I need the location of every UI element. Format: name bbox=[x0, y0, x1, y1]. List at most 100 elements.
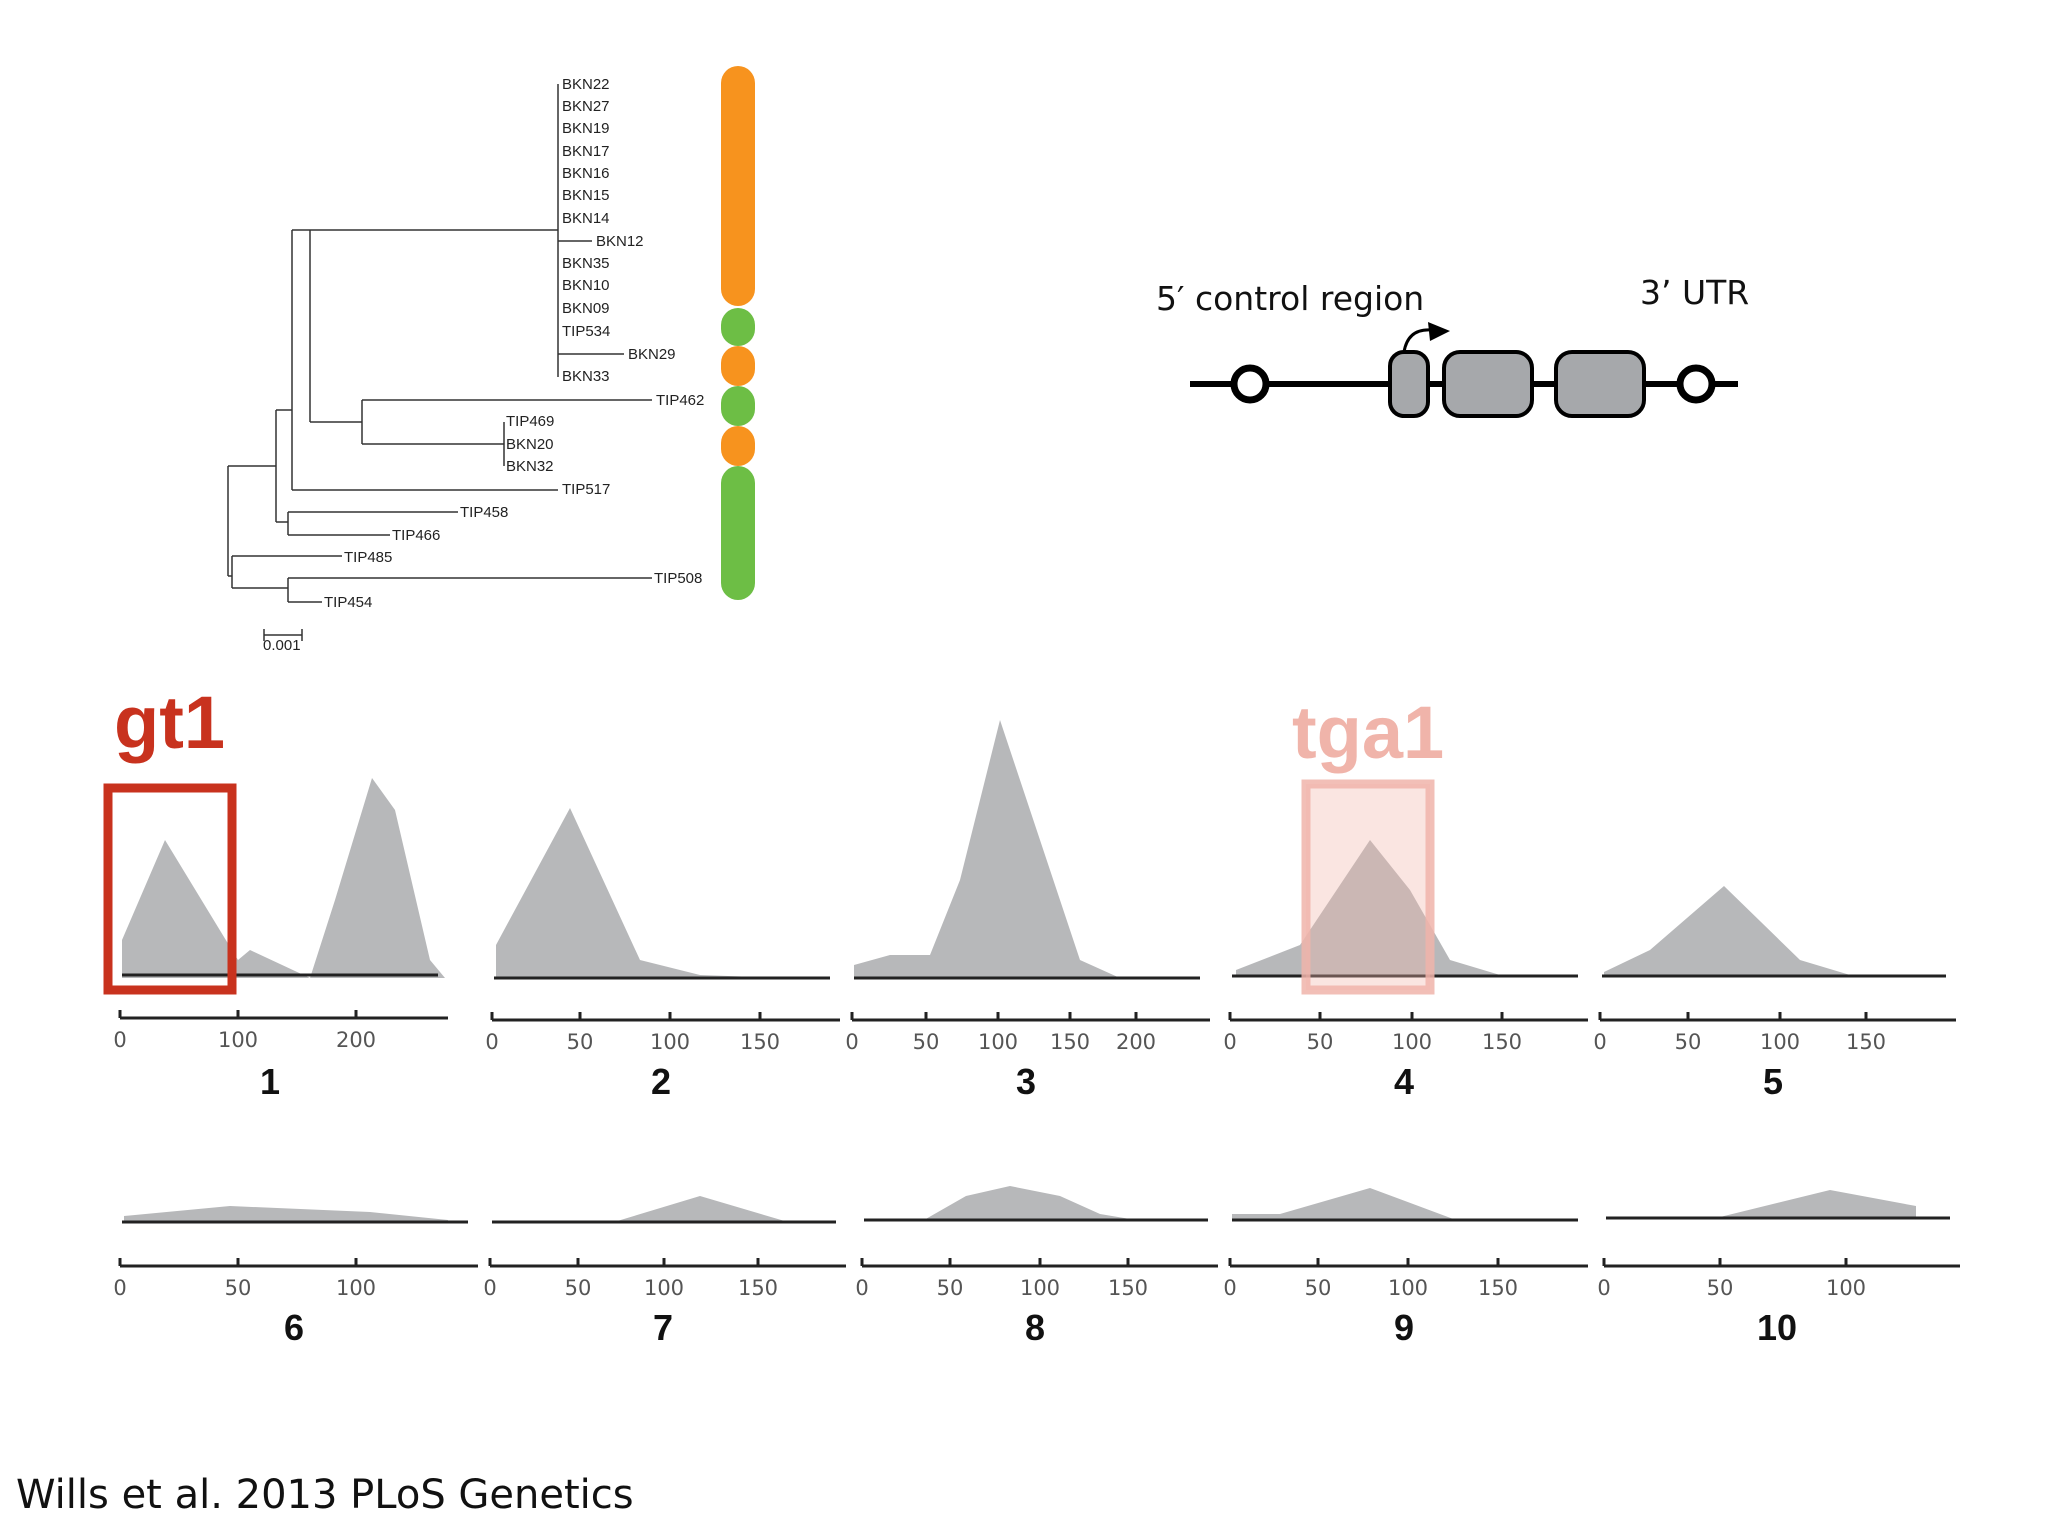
x-axis-tick-label: 100 bbox=[650, 1030, 690, 1054]
density-panel-8: 0 50 100 150 8 bbox=[855, 1186, 1218, 1348]
x-axis-tick-label: 0 bbox=[1223, 1030, 1236, 1054]
density-curve bbox=[854, 720, 1146, 978]
tree-branches bbox=[227, 84, 652, 641]
x-axis-tick-label: 50 bbox=[937, 1276, 964, 1300]
panel-number-7: 7 bbox=[653, 1307, 673, 1348]
tree-tip-label-bkn32: BKN32 bbox=[506, 458, 554, 475]
x-axis-tick-label: 100 bbox=[218, 1028, 258, 1052]
tree-tip-label-bkn12: BKN12 bbox=[596, 233, 644, 250]
x-axis-tick-label: 50 bbox=[225, 1276, 252, 1300]
density-curve bbox=[122, 778, 445, 978]
tree-tip-label-tip462: TIP462 bbox=[656, 392, 704, 409]
x-axis-tick-label: 150 bbox=[1108, 1276, 1148, 1300]
three-prime-utr-label: 3’ UTR bbox=[1640, 273, 1749, 312]
tree-tip-label-bkn27: BKN27 bbox=[562, 98, 610, 115]
x-axis-tick-label: 150 bbox=[1482, 1030, 1522, 1054]
density-panel-9: 0 50 100 150 9 bbox=[1223, 1188, 1588, 1348]
x-axis-tick-label: 50 bbox=[567, 1030, 594, 1054]
panel-number-9: 9 bbox=[1394, 1307, 1414, 1348]
density-panel-5: 0 50 100 150 5 bbox=[1593, 886, 1956, 1102]
citation: Wills et al. 2013 PLoS Genetics bbox=[16, 1472, 634, 1518]
panel-number-2: 2 bbox=[651, 1061, 671, 1102]
density-curve bbox=[1604, 886, 1895, 976]
phylogenetic-tree: BKN22 BKN27 BKN19 BKN17 BKN16 BKN15 BKN14 BKN12… bbox=[227, 66, 755, 654]
exon-box-1 bbox=[1442, 350, 1534, 418]
x-axis-tick-label: 100 bbox=[1392, 1030, 1432, 1054]
tree-tip-label-tip517: TIP517 bbox=[562, 481, 610, 498]
x-axis-tick-label: 0 bbox=[1223, 1276, 1236, 1300]
gt1-highlight-box bbox=[103, 783, 237, 995]
panel-number-6: 6 bbox=[284, 1307, 304, 1348]
tree-tip-label-bkn14: BKN14 bbox=[562, 210, 610, 227]
density-panel-4: 0 50 100 150 4 bbox=[1223, 840, 1588, 1102]
x-axis-tick-label: 100 bbox=[1388, 1276, 1428, 1300]
x-axis-tick-label: 50 bbox=[1707, 1276, 1734, 1300]
scale-bar-label: 0.001 bbox=[263, 637, 301, 654]
density-curve bbox=[1232, 1188, 1456, 1220]
panel-number-4: 4 bbox=[1394, 1061, 1414, 1102]
x-axis-tick-label: 0 bbox=[113, 1276, 126, 1300]
x-axis-tick-label: 0 bbox=[855, 1276, 868, 1300]
panel-number-5: 5 bbox=[1763, 1061, 1783, 1102]
x-axis-tick-label: 50 bbox=[1675, 1030, 1702, 1054]
tree-tip-label-bkn15: BKN15 bbox=[562, 187, 610, 204]
panel-number-8: 8 bbox=[1025, 1307, 1045, 1348]
x-axis-tick-label: 150 bbox=[1050, 1030, 1090, 1054]
x-axis-tick-label: 50 bbox=[1305, 1276, 1332, 1300]
arrow-head-icon bbox=[1428, 322, 1450, 341]
color-bar-segment-orange bbox=[721, 426, 755, 466]
color-bar-segment-orange bbox=[721, 66, 755, 306]
x-axis-tick-label: 0 bbox=[1593, 1030, 1606, 1054]
tree-tip-labels: BKN22 BKN27 BKN19 BKN17 BKN16 BKN15 BKN14 BKN12… bbox=[324, 76, 704, 611]
density-curve bbox=[124, 1206, 448, 1222]
x-axis-tick-label: 200 bbox=[336, 1028, 376, 1052]
tree-tip-label-bkn22: BKN22 bbox=[562, 76, 610, 93]
density-curve bbox=[614, 1196, 788, 1222]
x-axis-tick-label: 0 bbox=[113, 1028, 126, 1052]
color-bar-segment-orange bbox=[721, 346, 755, 386]
panel-number-3: 3 bbox=[1016, 1061, 1036, 1102]
tree-tip-label-bkn35: BKN35 bbox=[562, 255, 610, 272]
x-axis-tick-label: 200 bbox=[1116, 1030, 1156, 1054]
tree-tip-label-bkn33: BKN33 bbox=[562, 368, 610, 385]
five-prime-control-region-label: 5′ control region bbox=[1156, 279, 1424, 318]
transcription-start-arrow-icon bbox=[1402, 328, 1433, 353]
tree-tip-label-bkn29: BKN29 bbox=[628, 346, 676, 363]
tga1-highlight-box bbox=[1301, 779, 1435, 995]
x-axis-tick-label: 0 bbox=[485, 1030, 498, 1054]
tree-tip-label-bkn10: BKN10 bbox=[562, 277, 610, 294]
density-panel-2: 0 50 100 150 2 bbox=[485, 808, 840, 1102]
tree-tip-label-bkn17: BKN17 bbox=[562, 143, 610, 160]
x-axis-tick-label: 150 bbox=[1478, 1276, 1518, 1300]
density-panel-6: 0 50 100 6 bbox=[113, 1206, 478, 1348]
panel-number-10: 10 bbox=[1757, 1307, 1797, 1348]
x-axis-tick-label: 50 bbox=[1307, 1030, 1334, 1054]
x-axis-tick-label: 150 bbox=[740, 1030, 780, 1054]
x-axis-tick-label: 50 bbox=[565, 1276, 592, 1300]
color-bar-segment-green bbox=[721, 308, 755, 346]
x-axis-tick-label: 150 bbox=[738, 1276, 778, 1300]
x-axis-tick-label: 100 bbox=[1826, 1276, 1866, 1300]
gene-structure-diagram: 5′ control region 3’ UTR bbox=[1156, 273, 1749, 418]
tree-tip-label-tip508: TIP508 bbox=[654, 570, 702, 587]
density-panel-3: 0 50 100 150 200 3 bbox=[845, 720, 1210, 1102]
density-panel-7: 0 50 100 150 7 bbox=[483, 1196, 846, 1348]
x-axis-tick-label: 150 bbox=[1846, 1030, 1886, 1054]
tree-tip-label-tip469: TIP469 bbox=[506, 413, 554, 430]
x-axis-tick-label: 100 bbox=[978, 1030, 1018, 1054]
tree-tip-label-tip534: TIP534 bbox=[562, 323, 610, 340]
population-color-bar bbox=[721, 66, 755, 600]
density-curve bbox=[924, 1186, 1136, 1220]
x-axis-tick-label: 50 bbox=[913, 1030, 940, 1054]
gt1-label: gt1 bbox=[114, 681, 225, 764]
tga1-label: tga1 bbox=[1292, 691, 1444, 774]
density-curve bbox=[496, 808, 782, 978]
x-axis-tick-label: 100 bbox=[1760, 1030, 1800, 1054]
tree-tip-label-bkn16: BKN16 bbox=[562, 165, 610, 182]
x-axis-tick-label: 100 bbox=[1020, 1276, 1060, 1300]
x-axis-tick-label: 100 bbox=[644, 1276, 684, 1300]
tree-tip-label-tip458: TIP458 bbox=[460, 504, 508, 521]
tree-tip-label-tip485: TIP485 bbox=[344, 549, 392, 566]
x-axis-tick-label: 100 bbox=[336, 1276, 376, 1300]
